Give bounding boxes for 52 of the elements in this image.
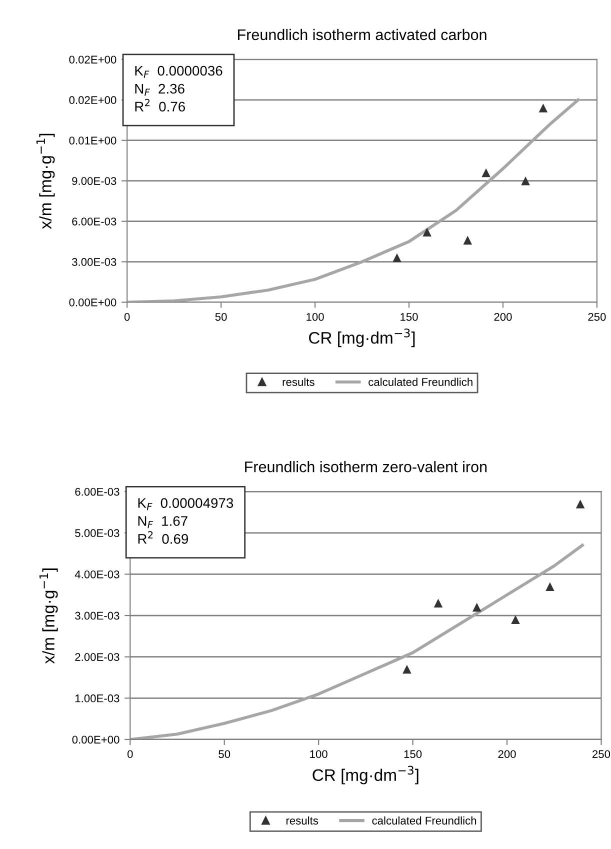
x-tick-label: 250: [588, 312, 606, 321]
x-tick-label: 50: [218, 750, 230, 758]
point: [402, 664, 412, 674]
point: [546, 582, 554, 591]
line-series: [127, 98, 580, 302]
point: [472, 602, 482, 612]
x-tick-label: 0: [127, 750, 133, 758]
y-tick-label: 0.02E+00: [69, 96, 116, 104]
legend-label: calculated Freundlich: [368, 378, 472, 386]
x-tick-label: 0: [124, 312, 130, 321]
point: [538, 104, 548, 112]
point: [521, 176, 530, 186]
y-tick-label: 3.00E-03: [75, 612, 120, 620]
x-tick-label: 150: [404, 750, 422, 758]
point: [434, 598, 443, 608]
chart-title: Freundlich isotherm activated carbon: [238, 28, 486, 40]
point: [422, 228, 432, 236]
y-tick-label: 0.02E+00: [69, 56, 116, 64]
point: [482, 168, 490, 178]
x-tick-label: 200: [494, 312, 512, 321]
y-tick-label: 0.00E+00: [72, 736, 120, 744]
y-tick-label: 0.00E+00: [69, 298, 116, 306]
chart-title: Freundlich isotherm zero-valent iron: [245, 461, 487, 472]
y-tick-label: 0.01E+00: [69, 136, 116, 145]
y-tick-label: 3.00E-03: [72, 258, 116, 266]
y-tick-label: 2.00E-03: [75, 653, 120, 661]
point: [511, 615, 520, 624]
x-tick-label: 150: [400, 312, 418, 321]
x-tick-label: 200: [498, 750, 516, 758]
y-tick-label: 6.00E-03: [75, 488, 120, 496]
y-tick-label: 6.00E-03: [72, 218, 116, 226]
text: K$_{F}$ 0.00004973 N$_{F}$ 1.67 R$^{2}$ 0.69: [138, 498, 234, 544]
legend-label: results: [282, 378, 314, 386]
point: [392, 253, 402, 262]
y-tick-label: 4.00E-03: [74, 570, 120, 578]
line-series: [130, 544, 584, 740]
y-tick-label: 9.00E-03: [72, 177, 116, 185]
x-tick-label: 50: [215, 312, 227, 321]
point: [463, 236, 472, 245]
x-tick-label: 100: [310, 750, 328, 758]
x-axis-title: CR [mg·dm$^{−3}$]: [312, 766, 418, 784]
y-axis-title: x/m [mg·g$^{−1}$]: [36, 134, 55, 229]
x-tick-label: 100: [306, 312, 324, 321]
y-tick-label: 5.00E-03: [75, 529, 120, 538]
legend-label: calculated Freundlich: [372, 816, 476, 825]
legend-label: results: [286, 816, 318, 825]
y-axis-title: x/m [mg·g$^{−1}$]: [39, 568, 58, 664]
x-axis-title: CR [mg·dm$^{−3}$]: [309, 328, 415, 348]
x-tick-label: 250: [592, 750, 610, 758]
y-tick-label: 1.00E-03: [75, 694, 120, 702]
text: K$_{F}$ 0.0000036 N$_{F}$ 2.36 R$^{2}$ 0.76: [135, 66, 222, 112]
point: [576, 500, 585, 508]
